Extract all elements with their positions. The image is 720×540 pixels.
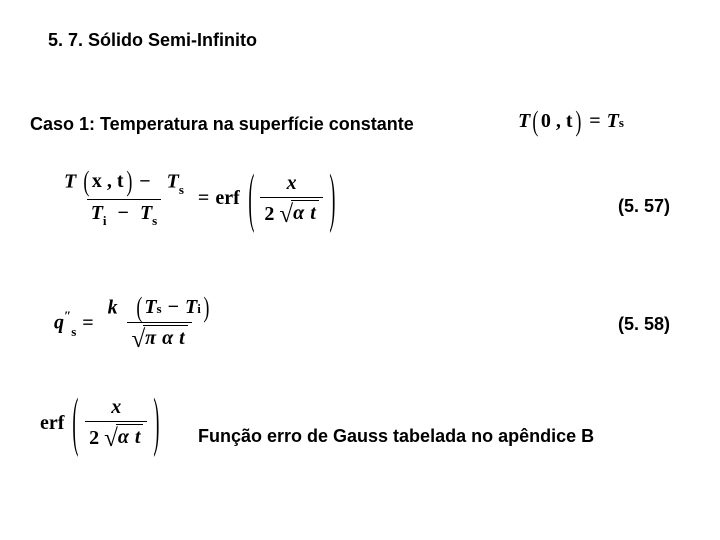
slide-page: 5. 7. Sólido Semi-Infinito Caso 1: Tempe… <box>0 0 720 540</box>
equation-boundary-condition: T ( 0 , t ) = T s <box>518 110 624 133</box>
equation-number-5-58: (5. 58) <box>618 314 670 335</box>
equation-erf-definition: erf ( x 2 √ αt ) <box>40 396 162 450</box>
erf-arg: ( x 2 √ αt ) <box>70 396 162 450</box>
bc-parens: ( 0 , t ) <box>530 110 583 133</box>
bc-rhs-T: T <box>607 110 619 133</box>
equation-number-5-57: (5. 57) <box>618 196 670 217</box>
section-heading: 5. 7. Sólido Semi-Infinito <box>48 30 257 51</box>
eq557-erf-arg: ( x 2 √ αt ) <box>246 172 338 226</box>
eq558-lhs: q″s <box>54 309 76 338</box>
bc-func: T <box>518 110 530 133</box>
eq558-rhs-fraction: k ( Ts − Ti ) √ παt <box>104 296 216 351</box>
equation-5-57: T (x , t) − Ts Ti − Ts = erf ( <box>56 170 337 228</box>
bc-args: 0 , t <box>541 110 573 133</box>
case-1-label: Caso 1: Temperatura na superfície consta… <box>30 114 414 135</box>
bc-rhs-sub: s <box>619 115 624 131</box>
eq557-lhs-fraction: T (x , t) − Ts Ti − Ts <box>60 170 188 228</box>
erf-func: erf <box>40 412 64 435</box>
eq557-equals: = <box>198 187 209 210</box>
gauss-error-footnote: Função erro de Gauss tabelada no apêndic… <box>198 426 594 447</box>
eq557-erf: erf <box>215 187 239 210</box>
equation-5-58: q″s = k ( Ts − Ti ) √ <box>54 296 220 351</box>
